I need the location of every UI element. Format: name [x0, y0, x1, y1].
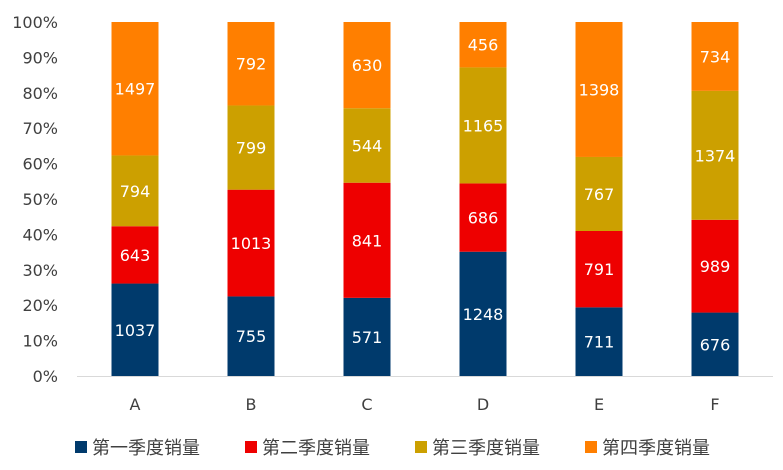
y-tick-label: 70%: [22, 119, 58, 138]
bar-segment: [459, 22, 507, 68]
y-tick-label: 100%: [12, 13, 58, 32]
data-label: 767: [584, 185, 615, 204]
legend-label: 第四季度销量: [602, 438, 710, 459]
bar-segment: [111, 283, 159, 376]
x-tick-label: A: [130, 395, 141, 414]
bar-segment: [691, 22, 739, 91]
legend-swatch: [245, 441, 257, 453]
legend-swatch: [415, 441, 427, 453]
bars: 1037 643 794 1497 755 1013 799 792 571 841 544 630 1…: [111, 22, 739, 376]
data-label: 1374: [695, 146, 736, 165]
y-tick-label: 30%: [22, 261, 58, 280]
legend-swatch: [75, 441, 87, 453]
data-label: 1497: [115, 80, 156, 99]
data-label: 711: [584, 333, 615, 352]
y-tick-label: 0%: [33, 367, 58, 386]
bar-segment: [691, 90, 739, 220]
data-label: 686: [468, 209, 499, 228]
data-label: 1165: [463, 116, 504, 135]
bar-segment: [691, 219, 739, 313]
bar-segment: [575, 156, 623, 232]
y-tick-label: 60%: [22, 155, 58, 174]
bar-segment: [227, 105, 275, 190]
x-tick-label: B: [246, 395, 257, 414]
data-label: 643: [120, 246, 151, 265]
y-axis: 0% 10% 20% 30% 40% 50% 60% 70% 80% 90% 100%: [12, 13, 58, 386]
y-tick-label: 40%: [22, 225, 58, 244]
x-axis: A B C D E F: [77, 376, 773, 414]
bar-segment: [227, 296, 275, 376]
y-tick-label: 90%: [22, 48, 58, 67]
data-label: 799: [236, 139, 267, 158]
bar-segment: [575, 22, 623, 157]
x-tick-label: D: [477, 395, 489, 414]
data-label: 755: [236, 327, 267, 346]
legend-item: 第二季度销量: [245, 438, 370, 459]
data-label: 1398: [579, 80, 620, 99]
legend-item: 第四季度销量: [585, 438, 710, 459]
y-tick-label: 10%: [22, 332, 58, 351]
bar-segment: [343, 182, 391, 298]
y-tick-label: 20%: [22, 296, 58, 315]
legend-item: 第一季度销量: [75, 438, 200, 459]
x-tick-label: E: [594, 395, 604, 414]
data-label: 841: [352, 231, 383, 250]
bar-segment: [343, 108, 391, 183]
bar-segment: [343, 22, 391, 109]
data-label: 734: [700, 47, 731, 66]
bar-segment: [459, 183, 507, 252]
y-tick-label: 50%: [22, 190, 58, 209]
legend-label: 第三季度销量: [432, 438, 540, 459]
bar-segment: [459, 251, 507, 376]
bar-segment: [111, 22, 159, 156]
data-label: 794: [120, 182, 151, 201]
data-label: 1013: [231, 234, 272, 253]
bar-segment: [459, 67, 507, 184]
legend-swatch: [585, 441, 597, 453]
data-label: 1037: [115, 321, 156, 340]
bar-segment: [227, 22, 275, 106]
bar-segment: [343, 297, 391, 376]
data-label: 791: [584, 260, 615, 279]
legend-item: 第三季度销量: [415, 438, 540, 459]
bar-segment: [575, 231, 623, 308]
bar-segment: [111, 155, 159, 227]
x-tick-label: F: [710, 395, 719, 414]
legend-label: 第二季度销量: [262, 438, 370, 459]
data-label: 630: [352, 56, 383, 75]
legend-label: 第一季度销量: [92, 438, 200, 459]
bar-segment: [227, 189, 275, 297]
data-label: 1248: [463, 305, 504, 324]
legend: 第一季度销量 第二季度销量 第三季度销量 第四季度销量: [75, 438, 710, 459]
y-tick-label: 80%: [22, 84, 58, 103]
x-tick-label: C: [361, 395, 372, 414]
bar-segment: [575, 307, 623, 376]
data-label: 989: [700, 257, 731, 276]
bar-segment: [111, 226, 159, 284]
data-label: 676: [700, 335, 731, 354]
data-label: 792: [236, 55, 267, 74]
data-label: 571: [352, 328, 383, 347]
bar-segment: [691, 312, 739, 376]
data-label: 544: [352, 136, 383, 155]
data-label: 456: [468, 36, 499, 55]
